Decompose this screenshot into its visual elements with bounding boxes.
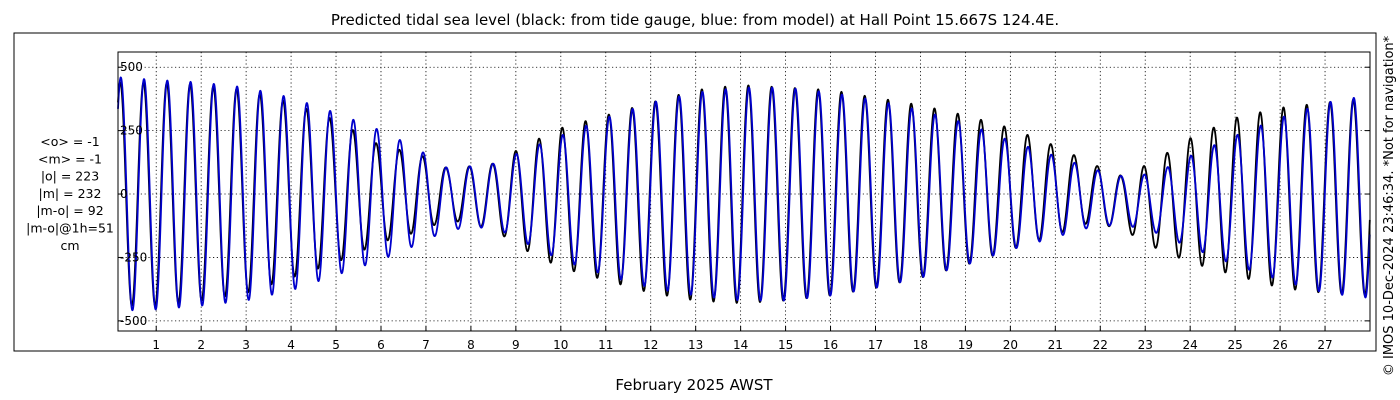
x-tick-label: 20 [1003,338,1018,352]
x-tick-label: 24 [1183,338,1198,352]
stats-line: <m> = -1 [38,151,102,166]
x-tick-label: 18 [913,338,928,352]
outer-frame [13,32,1377,352]
x-tick-label: 12 [643,338,658,352]
x-tick-label: 25 [1227,338,1242,352]
x-tick-label: 17 [868,338,883,352]
x-tick-label: 6 [377,338,385,352]
x-tick-label: 27 [1317,338,1332,352]
x-tick-label: 11 [598,338,613,352]
x-tick-label: 14 [733,338,748,352]
y-tick-label: 0 [120,187,128,201]
x-tick-label: 21 [1048,338,1063,352]
x-tick-label: 23 [1138,338,1153,352]
x-tick-label: 9 [512,338,520,352]
stats-line: |m| = 232 [39,186,102,201]
chart-title: Predicted tidal sea level (black: from t… [331,11,1059,29]
x-tick-label: 13 [688,338,703,352]
x-tick-label: 8 [467,338,475,352]
x-tick-label: 4 [287,338,295,352]
x-tick-label: 1 [152,338,160,352]
series-layer [117,76,1371,312]
stats-line: <o> = -1 [40,134,99,149]
y-tick-label: -250 [120,250,147,264]
series-line-model [117,76,1371,312]
stats-line: |o| = 223 [41,169,99,184]
x-axis-label: February 2025 AWST [615,376,773,394]
stats-line: |m-o| = 92 [36,203,103,218]
y-tick-label: 250 [120,124,143,138]
stats-line: |m-o|@1h=51 [26,221,114,236]
y-tick-label: 500 [120,60,143,74]
plot-area-border [117,51,1371,332]
x-tick-label: 7 [422,338,430,352]
watermark: © IMOS 10-Dec-2024 23:46:34. *Not for na… [1382,35,1397,376]
x-tick-label: 10 [553,338,568,352]
x-tick-label: 5 [332,338,340,352]
x-tick-label: 3 [242,338,250,352]
stats-line: cm [60,238,79,253]
x-tick-label: 16 [823,338,838,352]
y-tick-label: -500 [120,314,147,328]
x-tick-label: 15 [778,338,793,352]
x-tick-label: 2 [197,338,205,352]
stats-block: <o> = -1 <m> = -1 |o| = 223 |m| = 232 |m-o| … [26,134,114,253]
x-tick-label: 19 [958,338,973,352]
x-tick-label: 26 [1272,338,1287,352]
x-tick-label: 22 [1093,338,1108,352]
